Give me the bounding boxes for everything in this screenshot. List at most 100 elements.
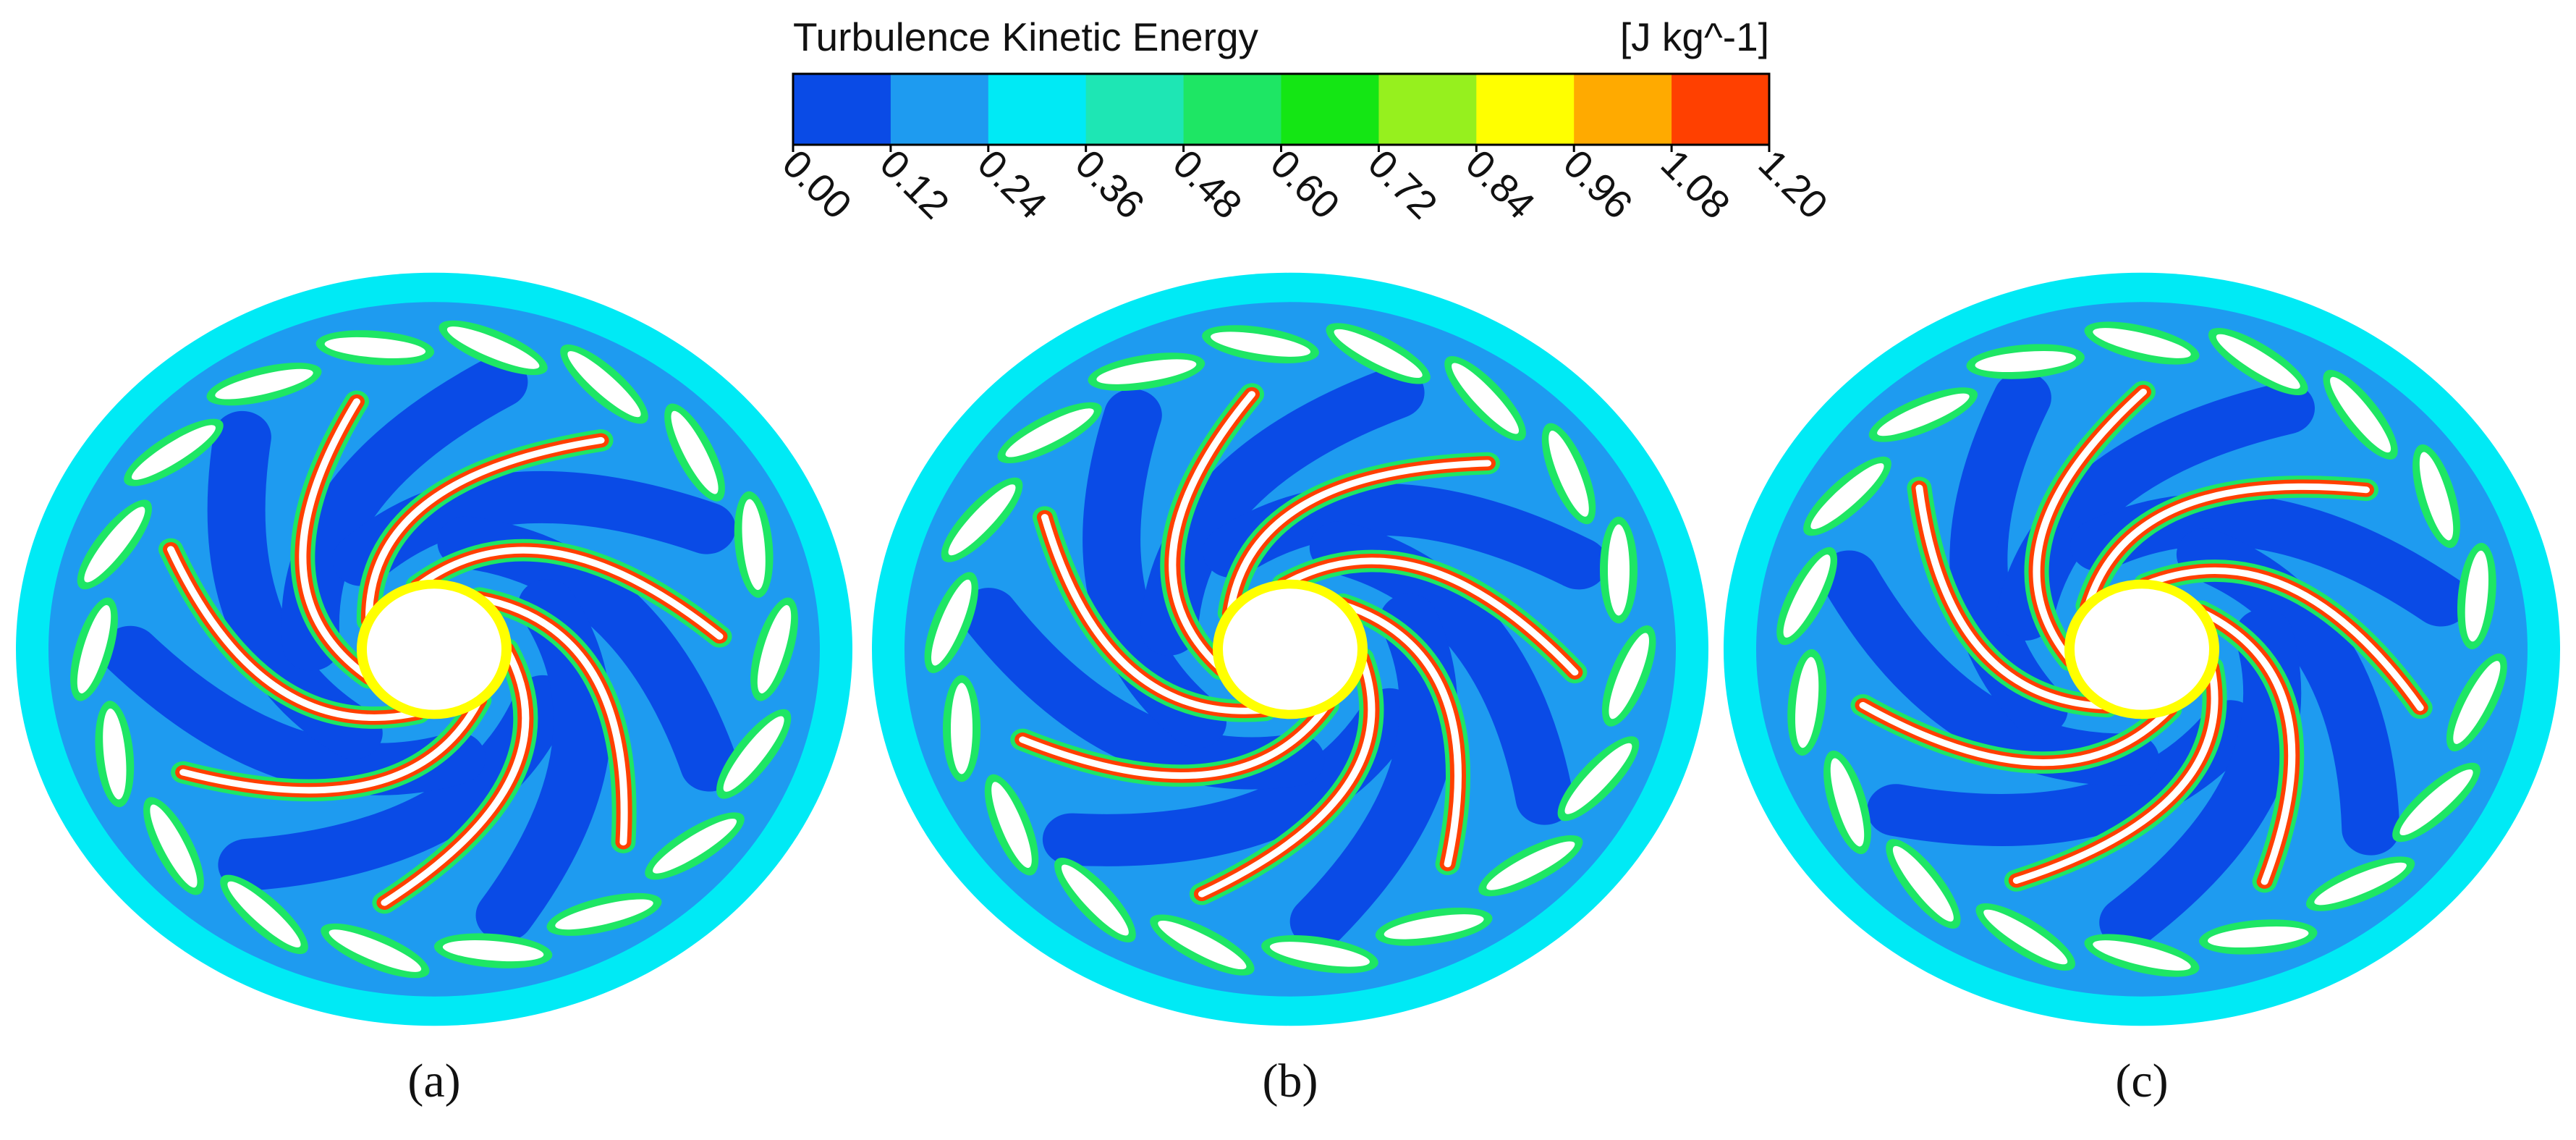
blade — [1198, 655, 1376, 898]
colorbar-swatch — [1183, 74, 1281, 145]
vane — [2314, 862, 2407, 905]
blade — [179, 696, 483, 794]
colorbar-swatch — [988, 74, 1087, 145]
vane — [931, 579, 972, 666]
colorbar-swatch — [1281, 74, 1379, 145]
blade — [1019, 701, 1331, 780]
panel-label: (b) — [1263, 1055, 1318, 1107]
blade — [167, 546, 422, 721]
blade — [2142, 567, 2424, 712]
vane — [653, 819, 737, 874]
hub — [1213, 579, 1368, 719]
panels: (a) (b) (c) — [16, 272, 2560, 1107]
blade — [1041, 514, 1268, 714]
vane — [215, 368, 313, 400]
vane — [1564, 743, 1632, 814]
vane — [948, 484, 1016, 556]
vane — [1269, 942, 1370, 967]
vane — [757, 605, 792, 693]
blade — [381, 646, 530, 906]
vane — [2208, 926, 2309, 948]
vane — [567, 351, 641, 418]
impeller — [1724, 272, 2560, 1026]
blade — [1226, 460, 1491, 617]
colorbar-swatch — [1574, 74, 1672, 145]
blade — [475, 595, 628, 846]
vane — [150, 804, 198, 888]
vane — [1384, 914, 1484, 940]
blade — [2084, 483, 2370, 609]
vane — [555, 899, 653, 930]
blade — [2012, 664, 2219, 884]
impeller — [16, 272, 852, 1026]
colorbar-swatch — [890, 74, 989, 145]
vane — [442, 940, 544, 962]
vane — [1452, 363, 1520, 434]
vane — [103, 708, 127, 800]
vane — [2399, 769, 2473, 836]
blade — [2197, 608, 2296, 885]
vane — [131, 425, 216, 480]
panel-label: (c) — [2115, 1055, 2168, 1107]
vane — [1810, 463, 1884, 530]
vane — [2093, 328, 2191, 358]
vane — [1061, 864, 1129, 936]
vane — [2419, 452, 2454, 541]
vane — [1211, 332, 1311, 357]
vane — [1158, 920, 1247, 970]
colorbar-tick-label: 0.84 — [1457, 141, 1544, 228]
colorbar-swatch — [1476, 74, 1575, 145]
colorbar-tick-label: 0.48 — [1164, 141, 1251, 228]
vane — [2465, 550, 2489, 642]
blade — [1169, 391, 1255, 672]
vane — [671, 410, 719, 494]
colorbar-swatch — [1672, 74, 1770, 145]
vane — [723, 716, 784, 792]
blade — [1915, 484, 2111, 710]
vane — [1783, 554, 1831, 638]
vane — [1607, 524, 1630, 616]
vane — [1609, 633, 1649, 719]
vane — [1975, 350, 2076, 373]
vane — [2330, 376, 2391, 453]
vane — [1005, 408, 1094, 457]
vane — [1795, 656, 1819, 748]
blade — [365, 436, 605, 625]
vane — [1830, 758, 1865, 847]
colorbar: 0.00 0.12 0.24 0.36 0.48 0.60 0.72 0.84 0.96 1.08… — [774, 72, 1836, 228]
vane — [742, 499, 766, 591]
vane — [991, 782, 1032, 869]
vane — [951, 683, 973, 774]
colorbar-units: [J kg^-1] — [1620, 14, 1769, 59]
vane — [1548, 430, 1589, 517]
panel-label: (a) — [407, 1055, 460, 1107]
impeller — [872, 272, 1708, 1026]
blade — [1280, 557, 1579, 676]
vane — [1096, 359, 1197, 384]
vane — [1892, 845, 1954, 922]
hub — [2064, 579, 2219, 719]
colorbar-swatch — [1378, 74, 1477, 145]
colorbar-tick-label: 0.36 — [1067, 141, 1153, 228]
vane — [446, 326, 540, 369]
vane — [1983, 909, 2068, 965]
colorbar-tick-label: 0.72 — [1360, 141, 1446, 228]
vane — [77, 605, 111, 693]
vane — [2093, 940, 2191, 971]
vane — [324, 337, 426, 358]
colorbar-swatch — [793, 74, 891, 145]
hub — [357, 579, 512, 719]
colorbar-tick-label: 0.60 — [1262, 141, 1349, 228]
vane — [2453, 661, 2501, 744]
colorbar-tick-label: 0.24 — [969, 141, 1056, 228]
vane — [1877, 393, 1970, 436]
colorbar-title: Turbulence Kinetic Energy — [793, 14, 1259, 59]
vane — [1334, 329, 1423, 379]
vane — [1486, 841, 1575, 890]
vane — [2216, 334, 2300, 389]
blade — [1339, 601, 1462, 868]
blade — [299, 398, 373, 681]
colorbar-swatch — [1085, 74, 1185, 145]
blade — [2033, 388, 2147, 664]
